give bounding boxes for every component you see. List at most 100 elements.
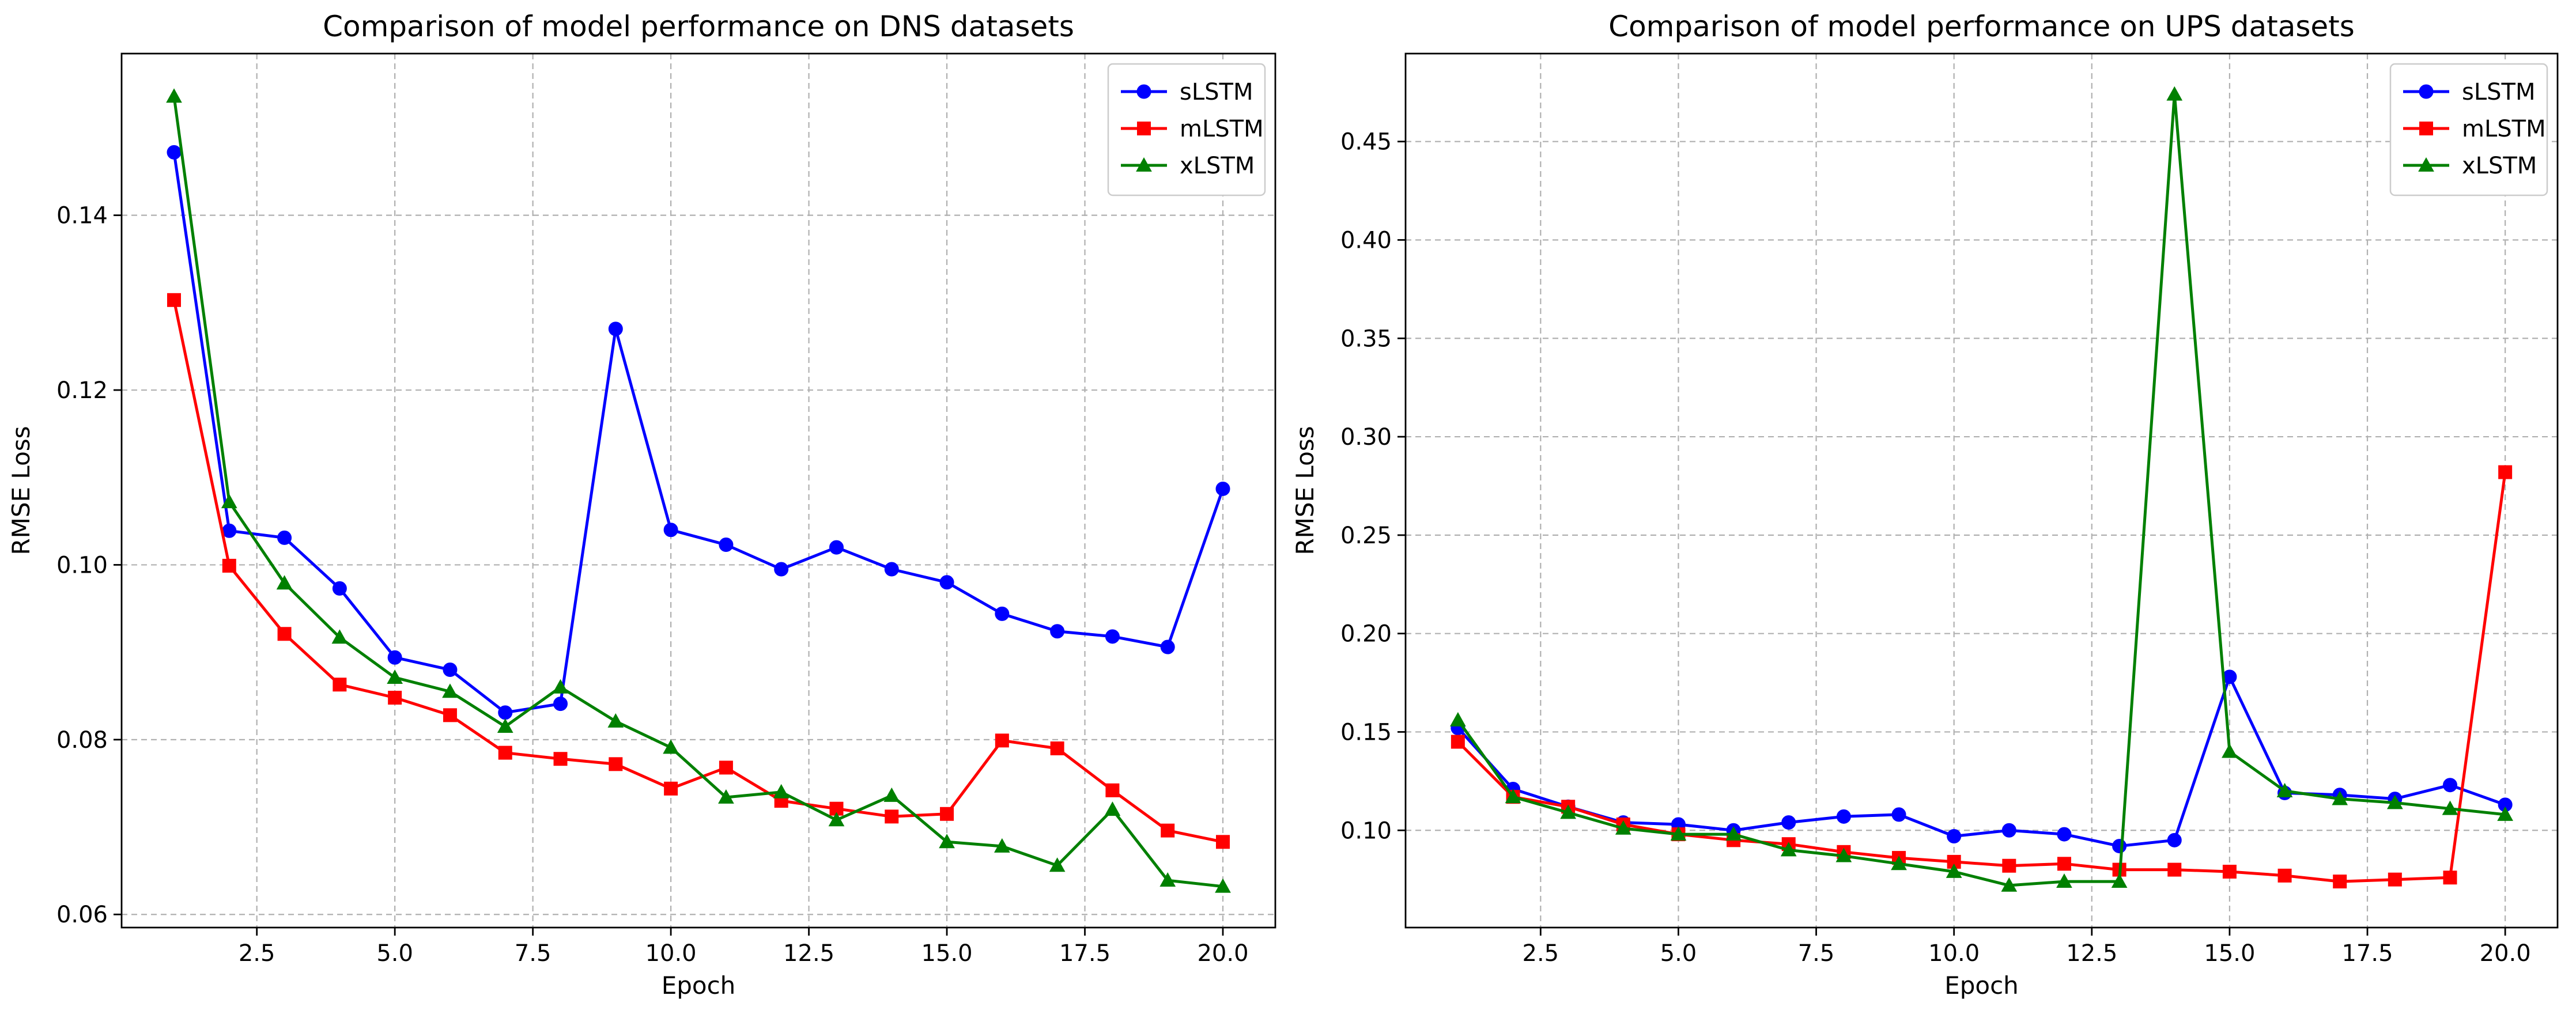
data-point-sLSTM — [332, 581, 347, 596]
series-line-xLSTM — [172, 96, 1223, 888]
data-point-mLSTM — [2057, 857, 2071, 871]
legend-item-sLSTM: sLSTM — [1121, 79, 1253, 105]
legend: sLSTM mLSTM xLSTM — [1107, 63, 1266, 196]
data-point-xLSTM — [2497, 806, 2513, 821]
y-tick-label: 0.35 — [1340, 326, 1392, 352]
data-point-xLSTM — [663, 739, 679, 754]
legend-marker — [1136, 84, 1151, 99]
data-point-sLSTM — [1160, 639, 1175, 654]
x-tick-label: 10.0 — [1928, 940, 1980, 967]
data-point-sLSTM — [1105, 629, 1120, 644]
data-point-xLSTM — [2222, 743, 2238, 758]
data-point-xLSTM — [2166, 86, 2183, 101]
data-point-xLSTM — [718, 789, 734, 804]
data-point-mLSTM — [2498, 465, 2513, 479]
data-point-mLSTM — [277, 627, 292, 641]
data-point-xLSTM — [221, 494, 237, 509]
data-point-mLSTM — [885, 809, 899, 824]
data-point-mLSTM — [388, 691, 402, 705]
series-mLSTM — [167, 293, 1230, 849]
data-point-sLSTM — [1215, 481, 1230, 496]
data-point-mLSTM — [443, 708, 457, 722]
data-point-sLSTM — [663, 523, 678, 538]
series-line-sLSTM — [172, 152, 1225, 714]
data-point-sLSTM — [553, 697, 568, 712]
data-point-xLSTM — [331, 629, 348, 644]
series-xLSTM — [1450, 86, 2513, 892]
data-point-mLSTM — [719, 760, 733, 775]
data-point-sLSTM — [995, 606, 1010, 621]
x-tick-label: 12.5 — [783, 940, 834, 967]
data-point-mLSTM — [2333, 875, 2347, 889]
data-point-xLSTM — [2386, 794, 2403, 809]
legend-marker — [2419, 122, 2433, 135]
y-axis-label: RMSE Loss — [1291, 426, 1319, 555]
data-point-xLSTM — [1049, 857, 1066, 872]
data-point-xLSTM — [1560, 804, 1577, 819]
x-tick-label: 7.5 — [515, 940, 552, 967]
data-point-mLSTM — [940, 807, 954, 821]
data-point-mLSTM — [553, 752, 568, 766]
data-point-sLSTM — [1050, 624, 1065, 639]
legend-label: xLSTM — [1180, 153, 1255, 179]
chart-title: Comparison of model performance on DNS d… — [323, 10, 1074, 43]
data-point-xLSTM — [2056, 873, 2072, 888]
y-tick-label: 0.45 — [1340, 129, 1392, 156]
data-point-sLSTM — [608, 321, 623, 336]
data-point-xLSTM — [552, 679, 569, 694]
data-point-mLSTM — [2167, 862, 2182, 877]
x-tick-label: 5.0 — [1660, 940, 1697, 967]
x-tick-label: 20.0 — [2480, 940, 2531, 967]
legend-marker — [2419, 84, 2434, 99]
data-point-xLSTM — [276, 575, 293, 590]
legend-label: mLSTM — [2462, 116, 2546, 142]
data-point-mLSTM — [995, 733, 1009, 748]
data-point-mLSTM — [498, 745, 512, 760]
x-tick-label: 15.0 — [2204, 940, 2255, 967]
x-tick-label: 5.0 — [376, 940, 413, 967]
data-point-mLSTM — [1105, 783, 1120, 797]
data-point-xLSTM — [2442, 800, 2458, 815]
series-line-xLSTM — [1456, 93, 2506, 887]
series-sLSTM — [167, 145, 1230, 720]
data-point-xLSTM — [1104, 801, 1121, 816]
x-tick-label: 12.5 — [2066, 940, 2117, 967]
x-tick-label: 20.0 — [1197, 940, 1248, 967]
legend: sLSTM mLSTM xLSTM — [2389, 63, 2548, 196]
legend-label: sLSTM — [1180, 79, 1253, 105]
y-tick-label: 0.06 — [56, 902, 108, 928]
y-tick-label: 0.08 — [56, 727, 108, 754]
data-point-mLSTM — [1216, 835, 1230, 849]
data-point-xLSTM — [1450, 712, 1466, 726]
data-point-mLSTM — [333, 678, 347, 692]
data-point-sLSTM — [443, 662, 458, 677]
data-point-xLSTM — [994, 838, 1010, 853]
plot-area — [1404, 52, 2559, 929]
x-tick-label: 10.0 — [645, 940, 697, 967]
data-point-xLSTM — [1670, 826, 1687, 841]
data-point-mLSTM — [2002, 858, 2016, 873]
data-point-sLSTM — [2112, 839, 2127, 854]
x-tick-label: 2.5 — [239, 940, 275, 967]
data-point-xLSTM — [387, 669, 403, 684]
plot-area — [120, 52, 1276, 929]
y-axis: 0.06 0.08 0.10 0.12 0.14 — [56, 203, 122, 928]
data-point-mLSTM — [167, 293, 181, 307]
y-tick-label: 0.15 — [1340, 719, 1392, 745]
y-axis-label: RMSE Loss — [7, 426, 35, 555]
legend-item-xLSTM: xLSTM — [2403, 153, 2537, 179]
y-tick-label: 0.14 — [56, 203, 108, 229]
y-tick-label: 0.12 — [56, 377, 108, 404]
data-point-mLSTM — [2277, 868, 2292, 883]
grid — [122, 54, 1275, 928]
data-point-xLSTM — [1780, 842, 1797, 857]
data-point-xLSTM — [166, 88, 182, 103]
x-axis: 2.5 5.0 7.5 10.0 12.5 15.0 17.5 20.0 — [239, 928, 1249, 967]
legend-label: xLSTM — [2462, 153, 2537, 179]
data-point-xLSTM — [773, 784, 790, 798]
data-point-xLSTM — [1835, 847, 1852, 862]
data-point-sLSTM — [387, 650, 402, 665]
chart-panel-1: 2.5 5.0 7.5 10.0 12.5 15.0 17.5 20.0 0.06 0.08 0.1… — [7, 10, 1276, 1000]
data-point-mLSTM — [2443, 871, 2457, 885]
data-point-mLSTM — [1050, 741, 1064, 756]
